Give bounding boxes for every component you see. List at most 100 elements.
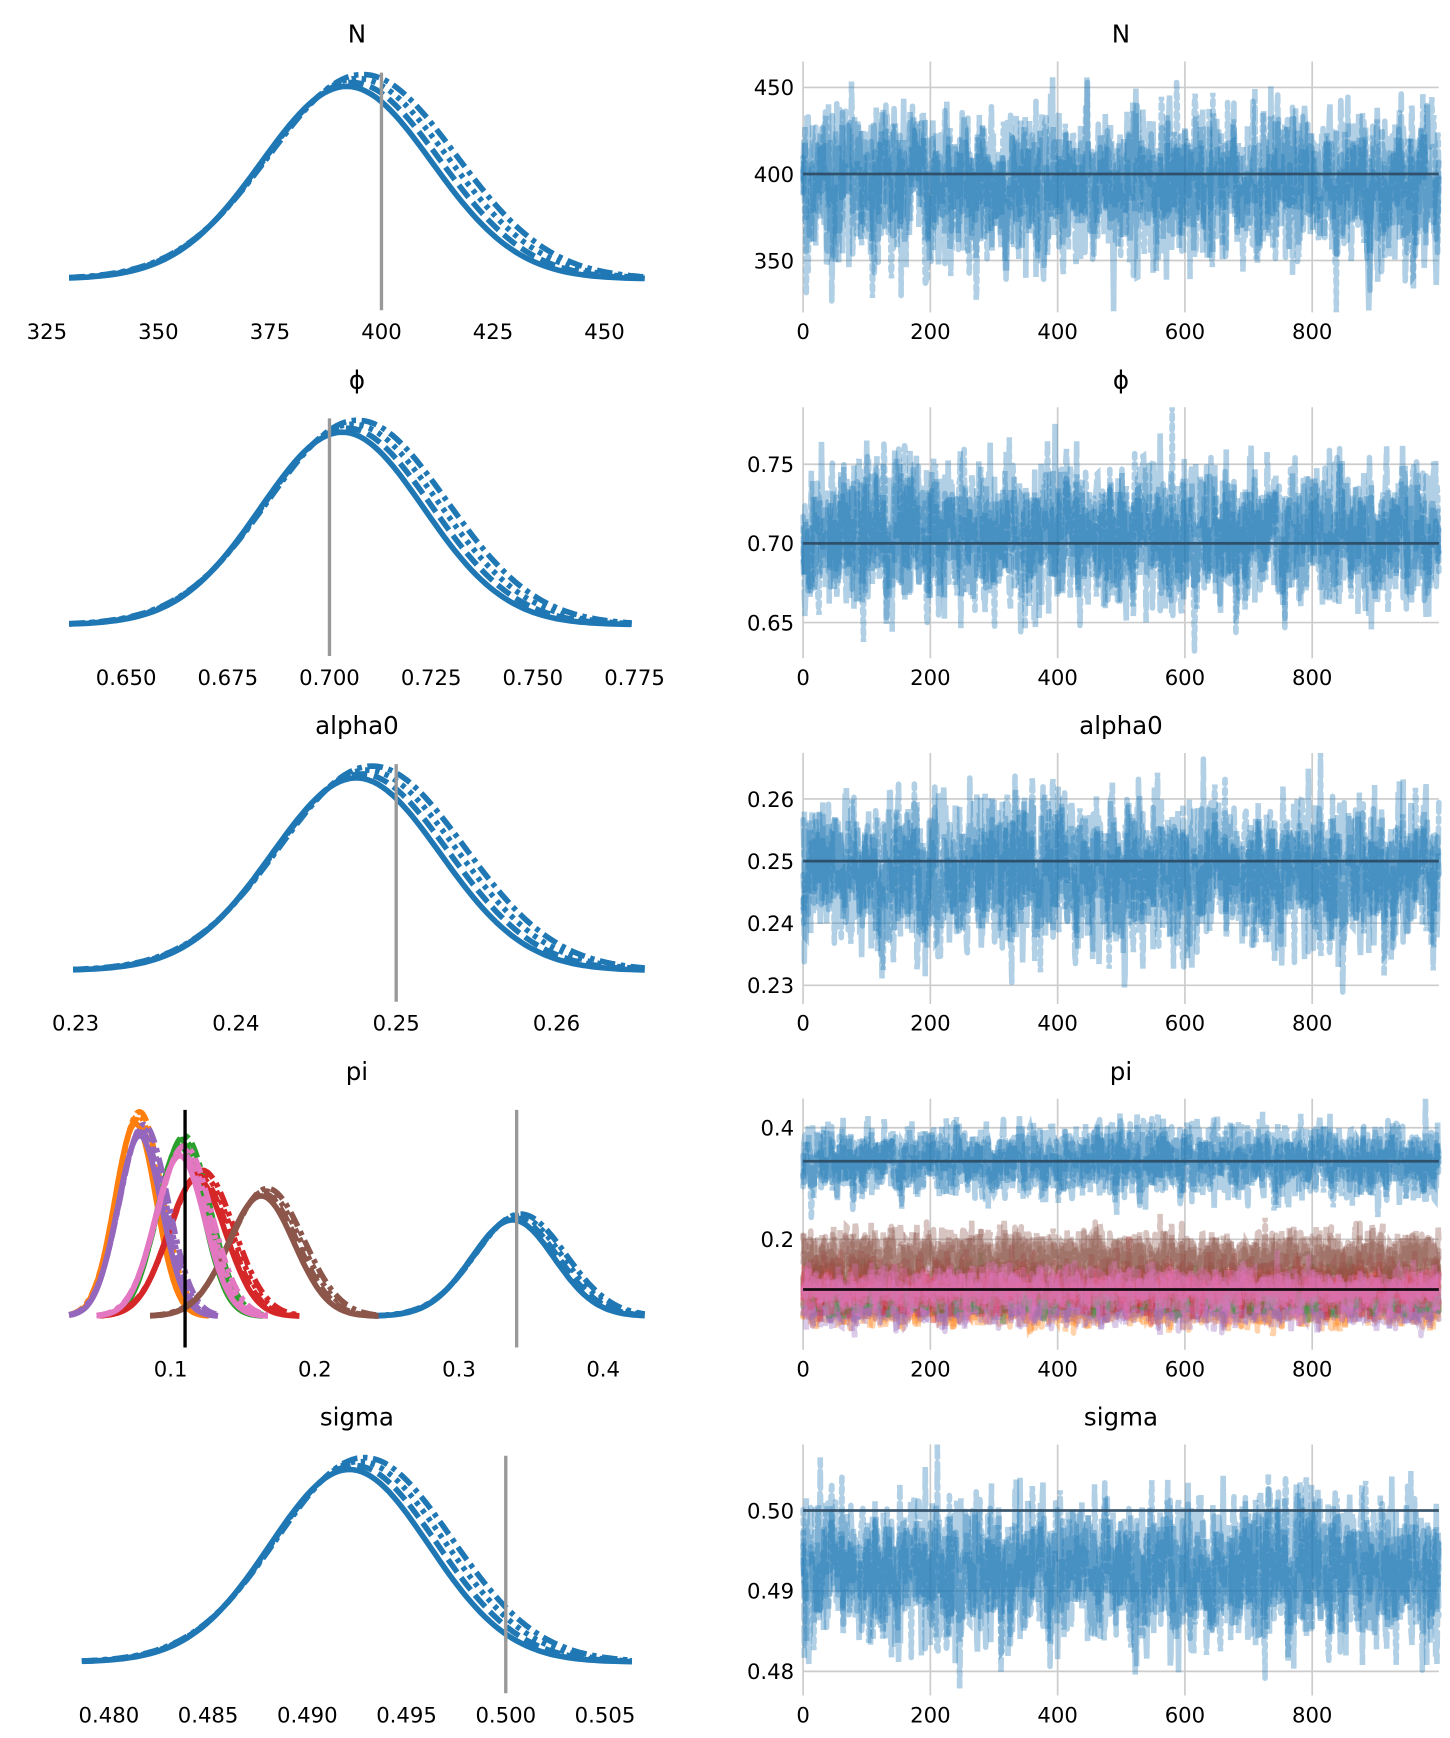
density-xtick-label: 0.725 bbox=[401, 665, 462, 690]
density-curve-chain-3 bbox=[96, 1143, 269, 1319]
density-title: pi bbox=[346, 1057, 368, 1086]
density-xtick-label: 0.480 bbox=[79, 1702, 140, 1727]
trace-line-chain-3 bbox=[800, 88, 1442, 300]
density-curve-chain-3 bbox=[73, 763, 645, 973]
density-title: alpha0 bbox=[315, 711, 399, 740]
density-xtick-label: 0.2 bbox=[298, 1356, 332, 1381]
trace-line-chain-2 bbox=[800, 80, 1442, 313]
trace-xtick-label: 800 bbox=[1292, 1011, 1332, 1036]
density-curve-chain-3 bbox=[373, 1211, 646, 1319]
trace-xtick-label: 600 bbox=[1165, 319, 1205, 344]
density-curve-chain-3 bbox=[149, 1185, 379, 1319]
trace-ytick-label: 0.24 bbox=[747, 911, 794, 936]
trace-xtick-label: 600 bbox=[1165, 1702, 1205, 1727]
trace-xtick-label: 800 bbox=[1292, 1702, 1332, 1727]
trace-line-chain-2 bbox=[800, 1113, 1442, 1220]
density-title: ϕ bbox=[349, 365, 365, 394]
density-xtick-label: 325 bbox=[27, 319, 67, 344]
trace-line-chain-3 bbox=[800, 441, 1442, 634]
density-curve-chain-3 bbox=[81, 1454, 633, 1664]
trace-line-chain-0 bbox=[800, 1220, 1442, 1299]
trace-xtick-label: 200 bbox=[910, 319, 950, 344]
trace-line-chain-2 bbox=[800, 407, 1442, 652]
trace-line-chain-1 bbox=[800, 758, 1442, 979]
trace-ytick-label: 0.25 bbox=[747, 849, 794, 874]
trace-xtick-label: 800 bbox=[1292, 665, 1332, 690]
trace-xtick-label: 0 bbox=[796, 1356, 809, 1381]
trace-xtick-label: 600 bbox=[1165, 665, 1205, 690]
trace-line-chain-1 bbox=[800, 1219, 1442, 1304]
density-xtick-label: 0.675 bbox=[197, 665, 258, 690]
density-xtick-label: 400 bbox=[361, 319, 401, 344]
trace-xtick-label: 200 bbox=[910, 1011, 950, 1036]
trace-xtick-label: 0 bbox=[796, 319, 809, 344]
density-curve-chain-3 bbox=[69, 417, 632, 627]
density-xtick-label: 450 bbox=[584, 319, 624, 344]
trace-xtick-label: 0 bbox=[796, 665, 809, 690]
density-curve-chain-0 bbox=[73, 775, 645, 973]
density-xtick-label: 0.505 bbox=[575, 1702, 636, 1727]
trace-title: sigma bbox=[1084, 1403, 1158, 1432]
density-plot: 0.1 0.2 0.3 0.4 bbox=[68, 1108, 646, 1381]
trace-line-chain-2 bbox=[800, 1279, 1442, 1334]
trace-xtick-label: 400 bbox=[1037, 1356, 1077, 1381]
density-plot: 0.650 0.675 0.700 0.725 0.750 0.775 bbox=[69, 417, 665, 690]
density-curve-chain-2 bbox=[69, 421, 632, 627]
trace-line-chain-3 bbox=[800, 1281, 1442, 1334]
trace-line-chain-3 bbox=[800, 1444, 1442, 1689]
trace-line-chain-0 bbox=[800, 1272, 1442, 1336]
trace-line-chain-1 bbox=[800, 1281, 1442, 1337]
trace-plot: 0 200 400 600 800 350 400 450 bbox=[754, 61, 1442, 344]
density-xtick-label: 375 bbox=[250, 319, 290, 344]
trace-line-chain-2 bbox=[800, 1213, 1442, 1301]
density-xtick-label: 425 bbox=[473, 319, 513, 344]
trace-plot: 0 200 400 600 800 0.23 0.24 0.25 0.26 bbox=[747, 752, 1442, 1036]
trace-line-chain-2 bbox=[800, 1247, 1442, 1318]
density-curve-chain-3 bbox=[69, 71, 645, 281]
density-curve-chain-2 bbox=[73, 767, 645, 973]
trace-xtick-label: 200 bbox=[910, 1356, 950, 1381]
trace-line-chain-3 bbox=[800, 1261, 1442, 1319]
density-xtick-label: 0.500 bbox=[475, 1702, 536, 1727]
density-curve-chain-1 bbox=[81, 1462, 633, 1665]
trace-title: N bbox=[1112, 19, 1130, 48]
trace-xtick-label: 0 bbox=[796, 1011, 809, 1036]
trace-line-chain-0 bbox=[800, 1250, 1442, 1324]
trace-title: ϕ bbox=[1113, 365, 1129, 394]
density-curve-chain-1 bbox=[373, 1215, 645, 1319]
density-curve-chain-1 bbox=[73, 771, 645, 973]
density-curve-chain-0 bbox=[69, 429, 632, 628]
trace-ytick-label: 350 bbox=[754, 248, 794, 273]
trace-line-chain-3 bbox=[800, 1111, 1442, 1218]
trace-line-chain-1 bbox=[800, 81, 1442, 303]
density-title: N bbox=[348, 19, 366, 48]
trace-line-chain-0 bbox=[800, 77, 1442, 312]
density-xtick-label: 0.4 bbox=[586, 1356, 620, 1381]
trace-title: alpha0 bbox=[1079, 711, 1163, 740]
trace-ytick-label: 450 bbox=[754, 75, 794, 100]
trace-xtick-label: 200 bbox=[910, 1702, 950, 1727]
trace-xtick-label: 400 bbox=[1037, 665, 1077, 690]
density-xtick-label: 0.26 bbox=[533, 1011, 580, 1036]
trace-line-chain-2 bbox=[800, 1278, 1442, 1337]
density-curve-chain-1 bbox=[69, 425, 632, 627]
density-curve-chain-2 bbox=[69, 75, 645, 281]
trace-xtick-label: 400 bbox=[1037, 1702, 1077, 1727]
density-xtick-label: 0.700 bbox=[299, 665, 360, 690]
trace-xtick-label: 600 bbox=[1165, 1011, 1205, 1036]
trace-line-chain-1 bbox=[800, 1262, 1442, 1321]
trace-xtick-label: 0 bbox=[796, 1702, 809, 1727]
density-xtick-label: 0.775 bbox=[604, 665, 665, 690]
density-xtick-label: 0.490 bbox=[277, 1702, 338, 1727]
density-xtick-label: 0.3 bbox=[442, 1356, 476, 1381]
trace-line-chain-2 bbox=[800, 775, 1442, 973]
trace-ytick-label: 0.48 bbox=[747, 1659, 794, 1684]
trace-line-chain-1 bbox=[800, 440, 1442, 632]
trace-line-chain-0 bbox=[800, 1283, 1442, 1333]
trace-line-chain-0 bbox=[800, 1475, 1442, 1675]
trace-ytick-label: 0.70 bbox=[747, 531, 794, 556]
density-curve-chain-2 bbox=[373, 1213, 645, 1319]
trace-xtick-label: 600 bbox=[1165, 1356, 1205, 1381]
